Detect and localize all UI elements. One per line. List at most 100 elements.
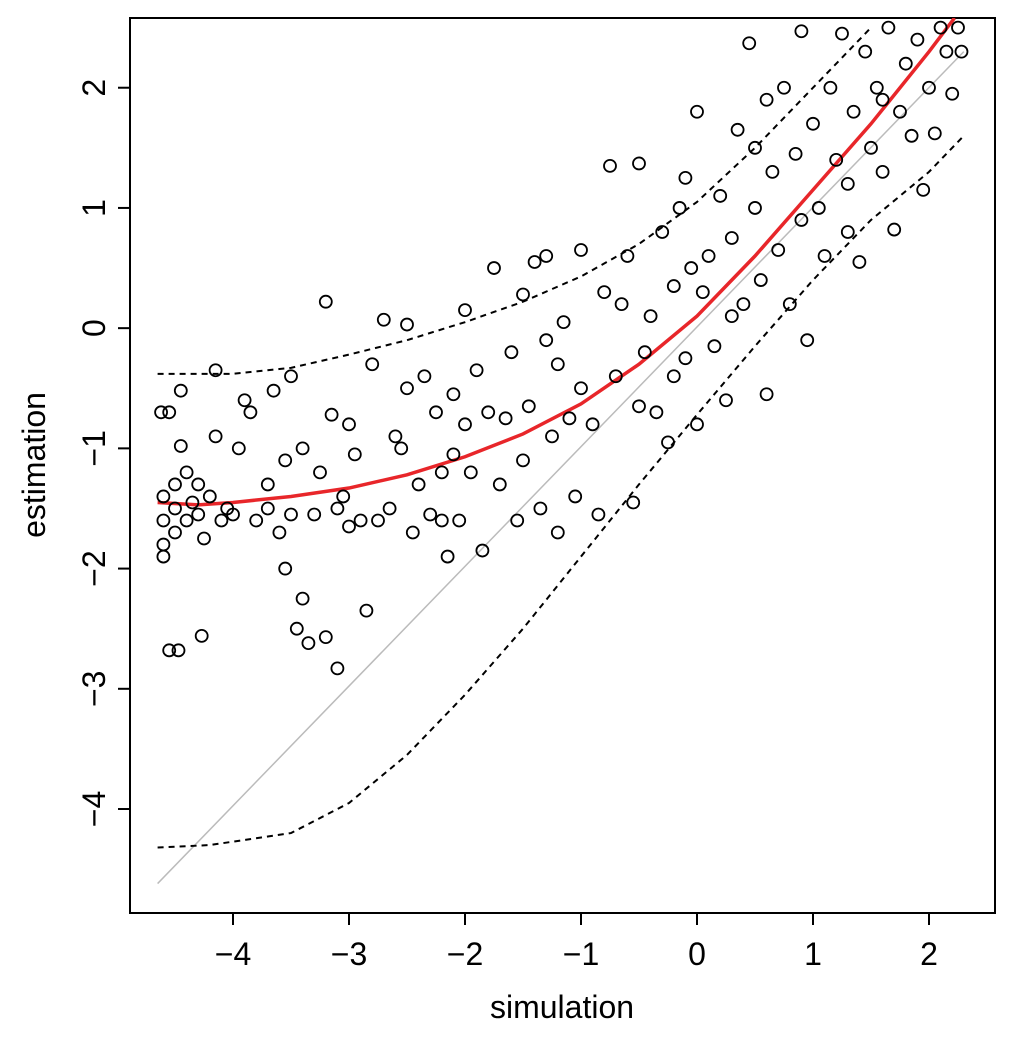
point [823,80,838,95]
point [829,152,844,167]
point [742,36,757,51]
point [429,405,443,420]
point [446,447,461,462]
point [782,297,797,312]
point [585,417,600,432]
point [811,201,826,215]
point [202,489,217,504]
point [411,477,426,492]
point [562,411,577,426]
point [858,44,873,59]
point [168,501,182,516]
point [806,116,820,131]
point [336,489,351,504]
point [945,86,960,101]
point [666,279,681,293]
point [191,477,206,492]
point [353,513,368,528]
point [916,183,931,197]
point [620,249,635,263]
point [208,429,223,444]
point [684,261,699,275]
point [156,537,171,552]
point [545,429,559,444]
point [492,477,507,492]
point [405,525,420,540]
point [197,531,211,546]
y-tick-label: 0 [76,319,112,337]
point [342,519,356,534]
point [707,339,722,354]
point [626,495,641,510]
line [157,51,965,885]
point [295,591,310,606]
point [168,477,182,492]
x-tick-label: −1 [563,936,599,972]
point [458,303,472,318]
point [185,495,200,510]
y-tick-label: 1 [76,199,112,217]
point [521,399,536,414]
point [318,630,333,645]
point [724,231,739,245]
point [649,405,664,420]
x-tick-label: −2 [447,936,483,972]
y-tick-label: −1 [76,430,112,466]
x-tick-label: −3 [331,936,367,972]
point [504,345,519,360]
point [516,287,530,302]
y-tick-label: −4 [76,791,112,827]
point [179,465,194,480]
point [690,417,704,432]
point [266,383,281,398]
point [632,399,646,414]
point [330,661,345,676]
point [307,507,322,522]
y-tick-label: 2 [76,79,112,97]
band-line [157,135,965,849]
point [910,32,925,47]
point [574,381,588,396]
x-axis-title: simulation [490,989,634,1025]
point [954,44,969,59]
x-tick-label: 2 [920,936,938,972]
point [191,507,206,522]
point [510,513,525,528]
point [701,249,716,263]
point [550,357,565,372]
point [893,104,907,119]
point [661,435,675,450]
point [898,56,913,71]
point [284,369,298,384]
point [603,158,617,173]
point [533,501,548,516]
point [376,312,391,327]
point [475,543,490,558]
point [666,369,681,384]
plot-frame [129,17,996,914]
y-tick-label: −3 [76,671,112,707]
point [759,92,774,107]
point [690,104,704,119]
point [637,345,652,360]
point [672,201,687,215]
point [678,170,693,185]
point [597,285,612,299]
y-axis-title: estimation [16,392,52,538]
point [434,465,449,480]
x-tick-label: 0 [688,936,706,972]
point [278,453,293,468]
point [231,441,246,456]
point [272,525,287,540]
point [208,363,223,378]
point [168,525,182,540]
point [846,104,861,119]
point [939,44,954,59]
point [260,501,275,516]
point [678,351,693,366]
point [417,369,432,384]
point [730,122,745,137]
point [388,429,403,444]
point [347,447,362,462]
point [777,80,791,95]
